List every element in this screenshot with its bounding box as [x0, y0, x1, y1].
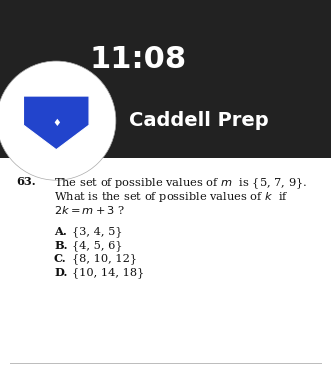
Text: ♦: ♦ [52, 118, 61, 128]
Text: 63.: 63. [16, 176, 36, 187]
Text: {8, 10, 12}: {8, 10, 12} [72, 253, 137, 264]
Bar [0, 0, 331, 158]
Text: The set of possible values of $m$  is {5, 7, 9}.: The set of possible values of $m$ is {5,… [54, 176, 307, 191]
Bar [0, 158, 331, 377]
Text: {10, 14, 18}: {10, 14, 18} [72, 267, 144, 277]
Polygon shape [24, 96, 89, 150]
Text: 11:08: 11:08 [89, 45, 186, 74]
Text: $2k = m + 3$ ?: $2k = m + 3$ ? [54, 204, 125, 216]
Text: D.: D. [54, 267, 68, 278]
Text: C.: C. [54, 253, 67, 264]
Text: Caddell Prep: Caddell Prep [129, 111, 268, 130]
Text: A.: A. [54, 226, 67, 238]
Text: {3, 4, 5}: {3, 4, 5} [72, 226, 122, 237]
Circle shape [0, 61, 116, 180]
Text: What is the set of possible values of $k$  if: What is the set of possible values of $k… [54, 190, 289, 204]
Text: {4, 5, 6}: {4, 5, 6} [72, 240, 122, 251]
Text: B.: B. [54, 240, 68, 251]
